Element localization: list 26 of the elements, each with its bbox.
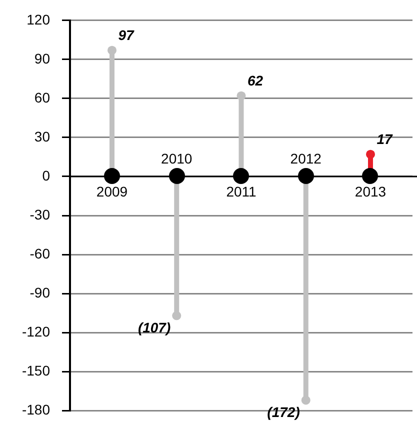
x-tick-label: 2009 [96, 183, 128, 200]
data-label: (107) [138, 320, 171, 336]
x-tick-label: 2010 [161, 150, 192, 166]
y-tick-label: 0 [42, 167, 50, 184]
y-tick-label: -60 [30, 245, 50, 262]
y-tick-label: -180 [22, 401, 50, 418]
data-label: 97 [118, 27, 135, 44]
point [301, 396, 310, 405]
point [236, 91, 246, 100]
y-tick-label: -150 [22, 362, 50, 378]
y-tick-label: 30 [34, 128, 50, 144]
data-label: (172) [267, 404, 300, 420]
y-tick-label: -120 [22, 323, 50, 340]
y-tick-label: 90 [34, 50, 50, 66]
data-label: 62 [247, 72, 264, 89]
y-tick-label: -30 [30, 206, 50, 222]
point [108, 46, 117, 55]
point [366, 150, 375, 159]
x-tick-label: 2012 [290, 150, 322, 166]
point [172, 311, 182, 320]
y-tick-label: 60 [34, 89, 50, 106]
x-tick-label: 2011 [226, 183, 257, 200]
y-tick-label: -90 [30, 284, 50, 300]
data-label: 17 [376, 131, 394, 148]
y-tick-label: 120 [26, 11, 50, 28]
x-tick-label: 2013 [354, 183, 386, 200]
